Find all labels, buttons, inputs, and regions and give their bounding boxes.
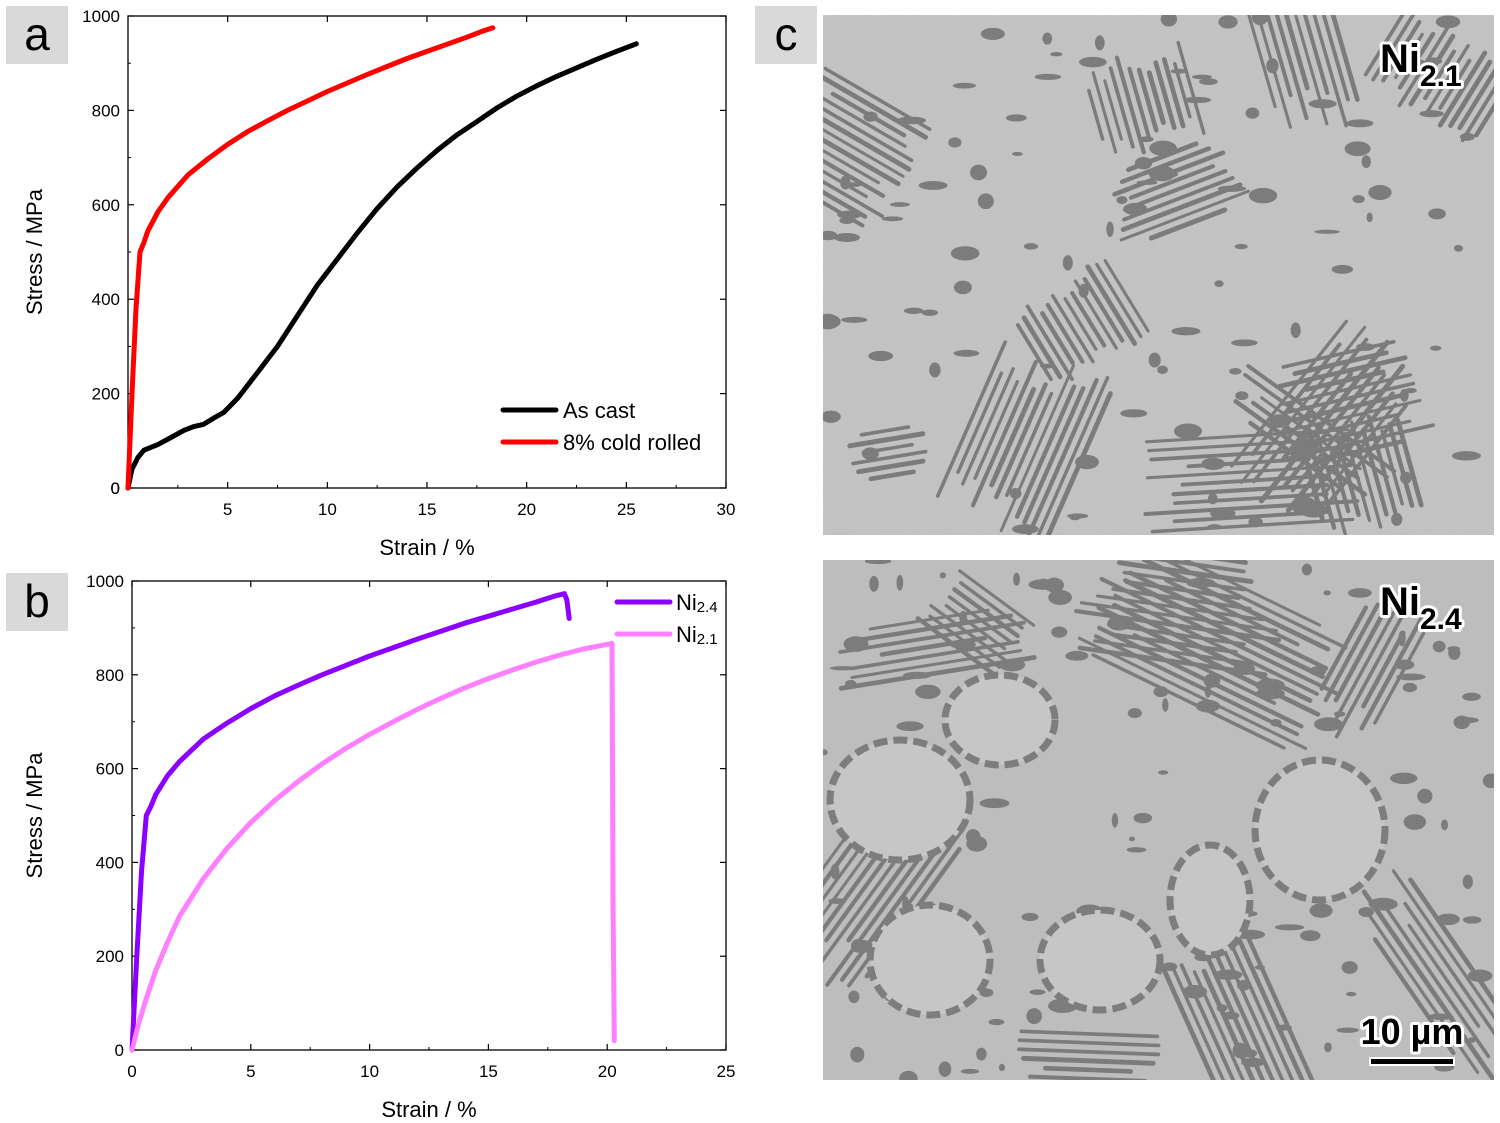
x-axis-title: Strain / %	[381, 1097, 476, 1122]
panel-label-b: b	[6, 573, 68, 631]
y-tick-label: 600	[96, 760, 124, 779]
legend-label-1: Ni2.4	[676, 590, 718, 616]
micrograph-bottom: Ni2.4 10 µm	[823, 560, 1494, 1099]
y-tick-label: 600	[92, 196, 120, 215]
x-origin-label: 0	[111, 479, 120, 498]
x-tick-label: 5	[246, 1062, 255, 1081]
y-tick-label: 400	[92, 290, 120, 309]
y-tick-label: 200	[92, 385, 120, 404]
y-tick-label: 200	[96, 947, 124, 966]
panel-label-a: a	[6, 6, 68, 64]
y-tick-label: 0	[115, 1041, 124, 1060]
x-tick-label: 30	[717, 500, 736, 519]
x-tick-label: 20	[598, 1062, 617, 1081]
x-tick-label: 20	[517, 500, 536, 519]
micrograph-top-texture	[823, 15, 1494, 535]
series-line-2	[125, 25, 496, 491]
legend-label-2: Ni2.1	[676, 622, 718, 648]
scale-bar-label: 10 µm	[1361, 1011, 1464, 1052]
panel-label-c: c	[755, 6, 817, 64]
series-line-1	[125, 41, 639, 491]
plot-frame	[131, 580, 727, 1051]
x-tick-label: 15	[479, 1062, 498, 1081]
y-tick-label: 1000	[86, 572, 124, 591]
y-axis-title: Stress / MPa	[22, 188, 47, 315]
y-tick-label: 0	[111, 479, 120, 498]
x-tick-label: 10	[318, 500, 337, 519]
legend-label-1: As cast	[563, 398, 635, 423]
x-tick-label: 25	[717, 1062, 736, 1081]
scale-bar	[1369, 1057, 1455, 1066]
y-tick-label: 400	[96, 853, 124, 872]
lamella	[1035, 1095, 1138, 1099]
legend-label-2: 8% cold rolled	[563, 430, 701, 455]
x-tick-label: 15	[418, 500, 437, 519]
micrograph-bottom-label: Ni2.4	[1380, 580, 1462, 636]
lamella	[1045, 1086, 1129, 1089]
x-tick-label: 10	[360, 1062, 379, 1081]
panel-letter-c: c	[775, 8, 798, 60]
micrograph-top-label: Ni2.1	[1380, 37, 1462, 93]
chart-b-stress-strain: 0 200 400 600 800 1000 0 5 10 15 20 25 Strain / % Str…	[22, 572, 735, 1122]
panel-letter-a: a	[24, 8, 50, 60]
y-tick-label: 800	[92, 101, 120, 120]
series-line-1	[129, 591, 572, 1053]
x-axis-title: Strain / %	[379, 535, 474, 560]
series-line-2	[129, 640, 617, 1053]
x-tick-label: 0	[127, 1062, 136, 1081]
x-tick-label: 25	[617, 500, 636, 519]
y-tick-label: 1000	[82, 7, 120, 26]
micrograph-bottom-texture	[823, 560, 1494, 1080]
micrograph-top: Ni2.1	[823, 15, 1494, 535]
y-tick-label: 800	[96, 666, 124, 685]
x-tick-label: 5	[223, 500, 232, 519]
panel-letter-b: b	[24, 575, 50, 627]
y-axis-title: Stress / MPa	[22, 752, 47, 879]
